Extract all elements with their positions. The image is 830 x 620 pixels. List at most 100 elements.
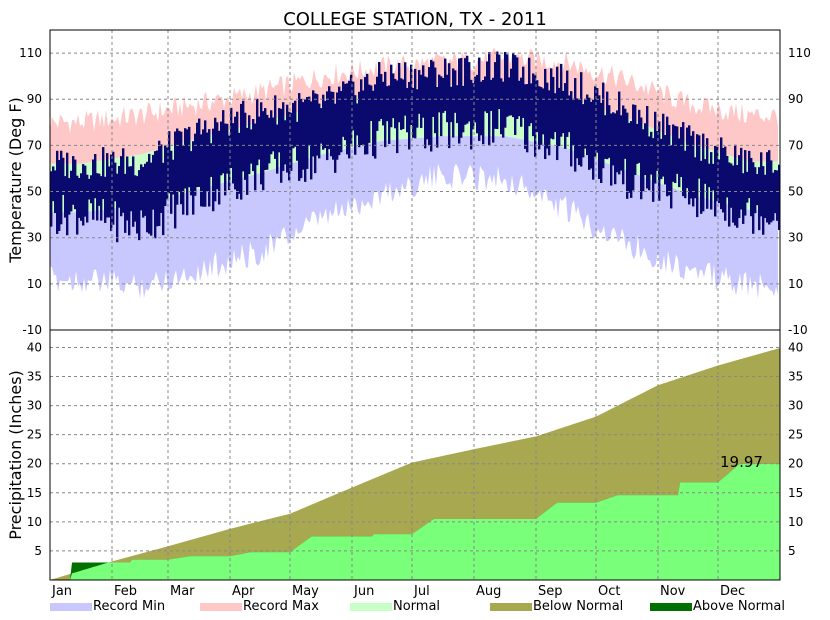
observed-temp-bar xyxy=(674,125,677,184)
observed-temp-bar xyxy=(594,86,597,157)
precip-tick-left: 40 xyxy=(27,340,42,354)
observed-temp-bar xyxy=(470,79,473,150)
observed-temp-bar xyxy=(622,105,625,185)
observed-temp-bar xyxy=(124,173,127,233)
observed-temp-bar xyxy=(656,130,659,171)
observed-temp-bar xyxy=(742,173,745,224)
observed-temp-bar xyxy=(766,152,769,223)
temp-tick-left: 70 xyxy=(27,138,42,152)
observed-temp-bar xyxy=(202,129,205,207)
observed-temp-bar xyxy=(524,84,527,149)
observed-temp-bar xyxy=(226,123,229,174)
temperature-panel: -10 -10 10 10 30 30 50 50 70 70 90 90 110 110 xyxy=(19,29,811,337)
observed-temp-bar xyxy=(512,52,515,118)
observed-temp-bar xyxy=(724,146,727,221)
temp-tick-right: -10 xyxy=(788,323,808,337)
observed-temp-bar xyxy=(756,173,759,206)
observed-temp-bar xyxy=(464,58,467,125)
observed-temp-bar xyxy=(466,55,469,124)
observed-temp-bar xyxy=(278,108,281,153)
observed-temp-bar xyxy=(552,76,555,140)
observed-temp-bar xyxy=(432,61,435,117)
observed-temp-bar xyxy=(362,90,365,145)
observed-temp-bar xyxy=(94,153,97,199)
observed-temp-bar xyxy=(740,147,743,210)
observed-temp-bar xyxy=(530,83,533,124)
observed-temp-bar xyxy=(266,114,269,170)
observed-temp-bar xyxy=(74,159,77,210)
observed-temp-bar xyxy=(270,110,273,155)
observed-temp-bar xyxy=(134,175,137,222)
observed-temp-bar xyxy=(100,176,103,221)
observed-temp-bar xyxy=(340,91,343,153)
observed-temp-bar xyxy=(710,152,713,210)
legend-swatch xyxy=(490,603,532,611)
observed-temp-bar xyxy=(222,110,225,174)
observed-temp-bar xyxy=(64,176,67,218)
observed-temp-bar xyxy=(480,81,483,136)
observed-temp-bar xyxy=(498,54,501,110)
legend-label: Normal xyxy=(393,599,440,614)
observed-temp-bar xyxy=(320,108,323,144)
observed-temp-bar xyxy=(398,62,401,123)
observed-temp-bar xyxy=(578,98,581,166)
observed-temp-bar xyxy=(496,51,499,130)
observed-temp-bar xyxy=(650,131,653,175)
observed-temp-bar xyxy=(672,124,675,182)
month-axis: Jan Feb Mar Apr May Jun Jul Aug Sep Oct Nov Dec xyxy=(51,584,745,599)
observed-temp-bar xyxy=(54,170,57,214)
observed-temp-bar xyxy=(570,91,573,167)
observed-temp-bar xyxy=(626,112,629,199)
observed-temp-bar xyxy=(112,151,115,225)
observed-temp-bar xyxy=(214,117,217,202)
observed-temp-bar xyxy=(122,148,125,213)
observed-temp-bar xyxy=(400,78,403,130)
observed-temp-bar xyxy=(166,147,169,200)
observed-temp-bar xyxy=(644,123,647,176)
observed-temp-bar xyxy=(298,93,301,181)
observed-temp-bar xyxy=(690,135,693,199)
observed-temp-bar xyxy=(462,85,465,133)
observed-temp-bar xyxy=(494,62,497,129)
observed-temp-bar xyxy=(402,79,405,129)
observed-temp-bar xyxy=(390,64,393,128)
observed-temp-bar xyxy=(640,117,643,200)
precip-tick-left: 30 xyxy=(27,399,42,413)
observed-temp-bar xyxy=(174,131,177,229)
observed-temp-bar xyxy=(378,61,381,122)
observed-temp-bar xyxy=(612,112,615,166)
observed-temp-bar xyxy=(712,163,715,191)
observed-temp-bar xyxy=(738,155,741,219)
observed-temp-bar xyxy=(746,171,749,203)
observed-temp-bar xyxy=(620,115,623,171)
observed-temp-bar xyxy=(714,145,717,217)
temp-tick-left: 110 xyxy=(19,46,42,60)
observed-temp-bar xyxy=(50,171,53,227)
observed-temp-bar xyxy=(484,76,487,112)
observed-temp-bar xyxy=(342,81,345,137)
observed-temp-bar xyxy=(590,101,593,169)
temp-tick-right: 10 xyxy=(788,277,803,291)
observed-temp-bar xyxy=(194,133,197,196)
precip-tick-right: 30 xyxy=(788,399,803,413)
observed-temp-bar xyxy=(146,161,149,233)
observed-temp-bar xyxy=(406,87,409,133)
observed-temp-bar xyxy=(592,99,595,180)
legend-label: Record Max xyxy=(243,599,319,614)
observed-temp-bar xyxy=(336,92,339,160)
observed-temp-bar xyxy=(750,157,753,217)
observed-temp-bar xyxy=(264,108,267,171)
observed-temp-bar xyxy=(170,150,173,214)
observed-temp-bar xyxy=(240,103,243,200)
observed-temp-bar xyxy=(410,64,413,126)
observed-temp-bar xyxy=(140,164,143,211)
temp-tick-right: 30 xyxy=(788,231,803,245)
observed-temp-bar xyxy=(52,166,55,202)
observed-temp-bar xyxy=(706,138,709,209)
observed-temp-bar xyxy=(78,177,81,218)
observed-temp-bar xyxy=(458,58,461,144)
observed-temp-bar xyxy=(572,98,575,146)
observed-temp-bar xyxy=(80,173,83,221)
observed-temp-bar xyxy=(286,104,289,173)
